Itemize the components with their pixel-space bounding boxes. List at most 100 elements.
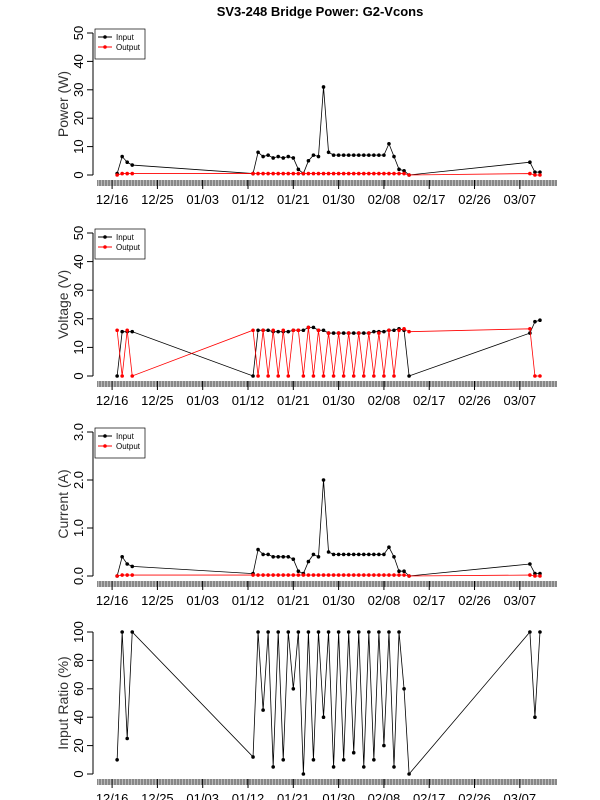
y-tick-label: 20: [71, 111, 86, 125]
y-tick-label: 30: [71, 83, 86, 97]
data-point: [377, 171, 381, 176]
legend-label: Output: [116, 43, 141, 52]
legend-marker: [103, 434, 107, 438]
data-point: [377, 331, 381, 335]
data-point: [276, 171, 281, 176]
data-point: [397, 167, 401, 172]
x-tick-label: 02/17: [413, 393, 446, 408]
data-point: [367, 552, 371, 557]
y-tick-label: 20: [71, 312, 86, 326]
y-tick-label: 1.0: [71, 519, 86, 537]
data-point: [120, 555, 124, 559]
data-point: [266, 328, 270, 333]
data-point: [256, 547, 260, 552]
series-line: [116, 630, 541, 776]
data-point: [125, 160, 130, 165]
data-point: [336, 331, 341, 335]
x-tick-label: 01/12: [232, 593, 265, 608]
data-point: [538, 170, 542, 174]
data-point: [382, 171, 386, 176]
legend-label: Input: [116, 33, 135, 42]
legend-label: Output: [116, 442, 141, 451]
data-point: [372, 552, 376, 557]
y-tick-label: 50: [71, 26, 86, 40]
data-point: [291, 687, 296, 691]
data-point: [311, 374, 316, 378]
data-point: [286, 555, 291, 559]
data-point: [387, 545, 391, 549]
x-tick-label: 12/25: [141, 393, 174, 408]
data-point: [392, 555, 396, 559]
data-point: [316, 154, 321, 159]
data-point: [372, 329, 376, 334]
data-point: [281, 573, 286, 577]
y-axis-label: Power (W): [55, 71, 71, 137]
data-point: [361, 552, 366, 557]
data-point: [130, 171, 135, 176]
data-point: [387, 328, 391, 333]
x-tick-label: 02/08: [368, 791, 401, 800]
data-point: [392, 154, 396, 159]
legend-box: [94, 228, 146, 260]
data-point: [402, 569, 406, 573]
x-tick-label: 03/07: [504, 393, 537, 408]
data-point: [125, 171, 130, 176]
data-point: [316, 555, 321, 559]
data-point: [281, 555, 286, 559]
data-point: [331, 765, 336, 769]
data-point: [311, 153, 316, 157]
x-tick-label: 12/16: [96, 393, 129, 408]
data-point: [367, 573, 371, 577]
data-point: [296, 328, 301, 333]
data-point: [115, 173, 119, 177]
x-tick-label: 01/12: [232, 192, 265, 207]
data-point: [266, 630, 270, 634]
y-tick-label: 0: [71, 770, 86, 777]
data-point: [397, 171, 401, 176]
data-point: [341, 552, 346, 557]
data-point: [311, 758, 316, 762]
y-tick-label: 0: [71, 171, 86, 178]
data-point: [296, 573, 301, 577]
x-tick-label: 02/08: [368, 192, 401, 207]
data-point: [276, 329, 281, 334]
legend-box: [94, 28, 146, 60]
legend-marker: [103, 444, 107, 448]
data-point: [407, 374, 411, 378]
x-tick-label: 01/21: [277, 192, 310, 207]
data-point: [538, 173, 542, 177]
y-tick-label: 60: [71, 682, 86, 696]
data-point: [346, 153, 351, 157]
data-point: [286, 573, 291, 577]
x-tick-label: 02/26: [458, 393, 491, 408]
x-axis-strip: [97, 581, 557, 587]
data-point: [321, 573, 326, 577]
data-point: [528, 160, 532, 165]
x-tick-label: 02/26: [458, 593, 491, 608]
data-point: [382, 552, 386, 557]
data-point: [296, 630, 301, 634]
x-tick-label: 02/17: [413, 192, 446, 207]
data-point: [377, 573, 381, 577]
data-point: [321, 171, 326, 176]
data-point: [341, 758, 346, 762]
y-tick-label: 0.0: [71, 567, 86, 585]
data-point: [377, 630, 381, 634]
legend-marker: [103, 35, 107, 39]
data-point: [326, 331, 331, 335]
data-point: [372, 374, 376, 378]
data-point: [377, 153, 381, 157]
data-point: [306, 171, 311, 176]
data-point: [296, 167, 301, 172]
data-point: [382, 153, 386, 157]
data-point: [538, 630, 542, 634]
data-point: [281, 156, 286, 160]
x-tick-label: 01/21: [277, 593, 310, 608]
data-point: [528, 327, 532, 331]
data-point: [538, 374, 542, 378]
x-tick-label: 12/16: [96, 192, 129, 207]
x-tick-label: 01/03: [186, 593, 219, 608]
legend-marker: [103, 235, 107, 239]
x-tick-label: 01/30: [322, 791, 355, 800]
